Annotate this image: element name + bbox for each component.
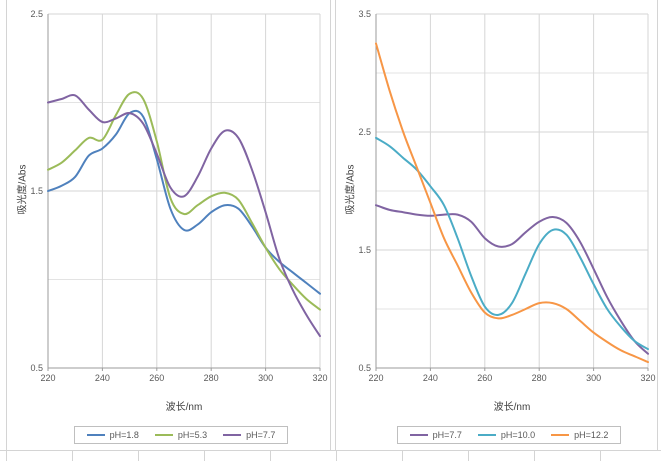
series-line-ph-12-2 bbox=[375, 42, 649, 364]
legend-line-swatch bbox=[551, 434, 570, 436]
x-tick-label: 300 bbox=[586, 373, 601, 383]
legend-label: pH=12.2 bbox=[574, 430, 609, 440]
legend-item-ph-7-7[interactable]: pH=7.7 bbox=[223, 430, 275, 440]
legend-label: pH=10.0 bbox=[500, 430, 536, 440]
x-tick-label: 320 bbox=[640, 373, 655, 383]
y-axis-title: 吸光度/Abs bbox=[345, 164, 357, 215]
legend-box: pH=1.8 pH=5.3 pH=7.7 bbox=[73, 426, 289, 444]
y-tick-label: 1.5 bbox=[30, 186, 43, 196]
legend-label: pH=1.8 bbox=[109, 430, 139, 440]
y-axis-title: 吸光度/Abs bbox=[17, 164, 29, 215]
y-tick-label: 3.5 bbox=[358, 9, 371, 19]
plot-area-left: 220 240 260 280 300 320 0.5 1.5 2.5 bbox=[30, 9, 327, 383]
sheet-cell[interactable] bbox=[7, 451, 73, 461]
plot-area-right: 220 240 260 280 300 320 0.5 1.5 2.5 3.5 bbox=[358, 9, 655, 383]
sheet-column-divider bbox=[330, 0, 336, 450]
y-tick-label: 0.5 bbox=[30, 363, 43, 373]
x-tick-label: 240 bbox=[95, 373, 110, 383]
legend-line-swatch bbox=[409, 434, 428, 436]
x-tick-label: 220 bbox=[368, 373, 383, 383]
sheet-cell[interactable] bbox=[271, 451, 337, 461]
legend-line-swatch bbox=[223, 434, 242, 436]
x-tick-label: 280 bbox=[532, 373, 547, 383]
y-tick-label: 0.5 bbox=[358, 363, 371, 373]
legend-item-ph-5-3[interactable]: pH=5.3 bbox=[154, 430, 208, 440]
series-line-ph-7-7 bbox=[47, 94, 321, 338]
series-line-ph-5-3 bbox=[47, 91, 321, 311]
series-line-ph-1-8 bbox=[47, 109, 321, 295]
legend-left: pH=1.8 pH=5.3 pH=7.7 bbox=[38, 426, 324, 444]
x-tick-label: 220 bbox=[40, 373, 55, 383]
series-line-ph-7-7 bbox=[375, 204, 649, 355]
chart-right-panel[interactable]: 吸光度/Abs 220 240 260 280 300 320 0.5 1.5 2.5 3.5 波… bbox=[336, 0, 658, 450]
y-tick-label: 2.5 bbox=[358, 127, 371, 137]
legend-item-ph-12-2[interactable]: pH=12.2 bbox=[551, 430, 608, 440]
legend-label: pH=7.7 bbox=[246, 430, 276, 440]
sheet-cell[interactable] bbox=[139, 451, 205, 461]
legend-line-swatch bbox=[477, 434, 496, 436]
legend-item-ph-1-8[interactable]: pH=1.8 bbox=[86, 430, 139, 440]
x-axis-title: 波长/nm bbox=[493, 402, 531, 413]
legend-right: pH=7.7 pH=10.0 pH=12.2 bbox=[366, 426, 652, 444]
y-tick-label: 1.5 bbox=[358, 245, 371, 255]
y-tick-label: 2.5 bbox=[30, 9, 43, 19]
legend-line-swatch bbox=[154, 434, 173, 436]
sheet-cell[interactable] bbox=[535, 451, 601, 461]
sheet-column-edge bbox=[657, 0, 661, 450]
sheet-cell[interactable] bbox=[73, 451, 139, 461]
x-tick-label: 260 bbox=[149, 373, 164, 383]
legend-item-ph-7-7[interactable]: pH=7.7 bbox=[409, 430, 462, 440]
sheet-cell[interactable] bbox=[601, 451, 661, 461]
legend-line-swatch bbox=[86, 434, 105, 436]
x-tick-label: 240 bbox=[423, 373, 438, 383]
sheet-cell[interactable] bbox=[0, 451, 7, 461]
legend-label: pH=7.7 bbox=[432, 430, 462, 440]
sheet-cell[interactable] bbox=[205, 451, 271, 461]
x-tick-label: 320 bbox=[312, 373, 327, 383]
x-tick-label: 280 bbox=[204, 373, 219, 383]
sheet-cell[interactable] bbox=[337, 451, 403, 461]
sheet-cell[interactable] bbox=[469, 451, 535, 461]
x-axis-title: 波长/nm bbox=[165, 402, 203, 413]
series-line-ph-10-0 bbox=[375, 136, 649, 351]
legend-item-ph-10-0[interactable]: pH=10.0 bbox=[477, 430, 536, 440]
chart-left-panel[interactable]: 吸光度/Abs 220 240 260 280 300 320 0.5 1.5 2.5 波长/n… bbox=[8, 0, 330, 450]
legend-label: pH=5.3 bbox=[177, 430, 208, 440]
sheet-cell[interactable] bbox=[403, 451, 469, 461]
sheet-column-edge bbox=[0, 0, 7, 450]
legend-box: pH=7.7 pH=10.0 pH=12.2 bbox=[396, 426, 622, 444]
x-tick-label: 260 bbox=[477, 373, 492, 383]
sheet-row bbox=[0, 450, 661, 461]
x-tick-label: 300 bbox=[258, 373, 273, 383]
